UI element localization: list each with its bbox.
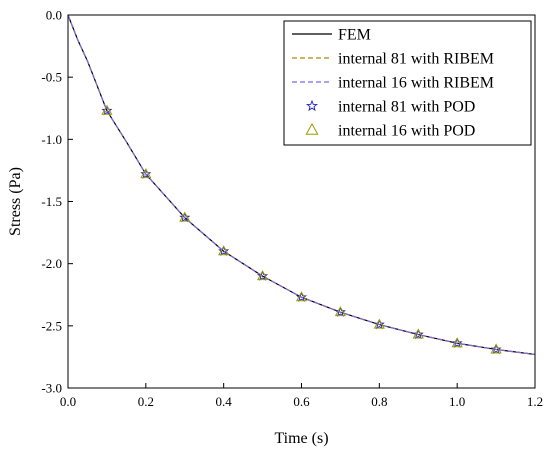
star-marker bbox=[218, 245, 230, 256]
triangle-marker bbox=[490, 343, 502, 354]
x-tick-label: 0.2 bbox=[138, 394, 154, 409]
triangle-marker bbox=[256, 270, 269, 281]
series-line-2 bbox=[67, 14, 536, 356]
y-tick-label: -2.0 bbox=[41, 256, 62, 271]
legend-box bbox=[283, 20, 532, 146]
star-marker bbox=[179, 211, 191, 223]
y-tick-label: -2.5 bbox=[41, 318, 62, 333]
legend-item: internal 81 with POD bbox=[306, 99, 475, 116]
triangle-marker bbox=[101, 104, 113, 115]
star-marker bbox=[373, 318, 385, 330]
x-tick-label: 1.2 bbox=[527, 394, 543, 409]
triangle-marker bbox=[373, 318, 385, 329]
legend-label: FEM bbox=[338, 27, 371, 44]
triangle-marker bbox=[451, 337, 463, 348]
legend-item: internal 81 with RIBEM bbox=[292, 51, 494, 68]
series-marks bbox=[67, 14, 536, 356]
legend-swatch bbox=[306, 99, 318, 112]
triangle-marker bbox=[179, 211, 191, 222]
legend-swatch bbox=[305, 122, 319, 135]
star-marker bbox=[334, 306, 346, 317]
legend-label: internal 16 with POD bbox=[338, 123, 475, 140]
x-tick-label: 1.0 bbox=[449, 394, 465, 409]
y-tick-label: -1.5 bbox=[41, 194, 62, 209]
y-tick-label: -0.5 bbox=[41, 70, 62, 85]
x-tick-label: 0.6 bbox=[293, 394, 310, 409]
legend-item: FEM bbox=[292, 27, 371, 44]
axis-ticks: 0.0 0.2 0.4 0.6 0.8 1.0 1.2 0.0 -0.5 -1.0 -1.5 -2.0… bbox=[41, 8, 543, 410]
x-axis-title: Time (s) bbox=[274, 430, 328, 447]
y-axis-title: Stress (Pa) bbox=[7, 167, 24, 236]
legend-label: internal 81 with POD bbox=[338, 99, 475, 116]
x-tick-label: 0.4 bbox=[216, 394, 233, 409]
star-marker bbox=[257, 270, 269, 281]
y-tick-label: -3.0 bbox=[41, 381, 62, 396]
star-marker bbox=[140, 168, 152, 179]
star-marker bbox=[101, 104, 113, 116]
y-tick-label: -1.0 bbox=[41, 132, 62, 147]
y-tick-label: 0.0 bbox=[46, 8, 62, 23]
x-tick-label: 0.8 bbox=[371, 394, 387, 409]
triangle-marker bbox=[218, 245, 230, 256]
triangle-marker bbox=[140, 168, 152, 179]
triangle-marker bbox=[295, 291, 308, 302]
star-marker bbox=[296, 291, 307, 302]
legend-item: internal 16 with RIBEM bbox=[292, 75, 494, 92]
triangle-marker bbox=[412, 328, 424, 339]
star-marker bbox=[451, 337, 463, 348]
triangle-marker bbox=[334, 306, 347, 317]
legend-item: internal 16 with POD bbox=[305, 122, 475, 140]
x-tick-label: 0.0 bbox=[60, 394, 76, 409]
star-marker bbox=[490, 343, 502, 355]
legend: FEM internal 81 with RIBEM internal 16 wit… bbox=[283, 20, 532, 146]
star-marker bbox=[412, 328, 424, 340]
legend-label: internal 81 with RIBEM bbox=[338, 51, 494, 68]
legend-label: internal 16 with RIBEM bbox=[338, 75, 494, 92]
